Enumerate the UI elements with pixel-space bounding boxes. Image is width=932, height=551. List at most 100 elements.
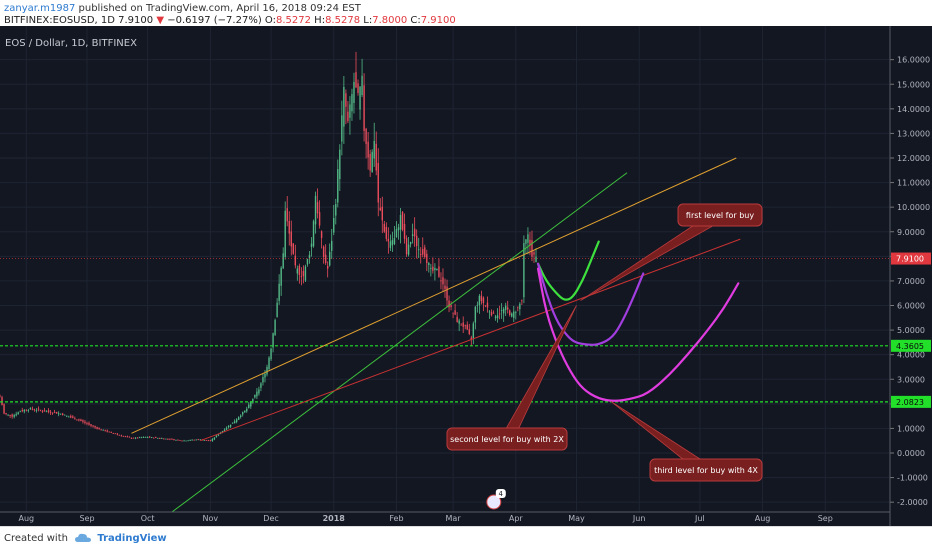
candle-body (19, 411, 21, 413)
candle-body (193, 439, 195, 441)
candle-body (5, 413, 7, 415)
x-tick-label: Feb (389, 514, 403, 523)
candle-body (383, 223, 386, 232)
candle-body (227, 425, 230, 428)
candle-body (106, 430, 108, 432)
candle-body (211, 438, 214, 442)
candle-body (82, 420, 84, 422)
author-link[interactable]: zanyar.m1987 (4, 3, 76, 14)
candle-body (150, 437, 153, 439)
candle-body (31, 408, 34, 410)
candle-body (181, 440, 183, 442)
candle-body (331, 240, 333, 251)
candle-body (217, 434, 220, 436)
y-tick-label: 5.0000 (897, 326, 925, 335)
publish-info: zanyar.m1987 published on TradingView.co… (4, 3, 361, 14)
candles-layer (0, 51, 537, 442)
candle-body (300, 276, 303, 278)
candle-body (98, 427, 100, 429)
candle-body (351, 94, 353, 112)
candle-body (270, 348, 272, 360)
high-label: H: (314, 15, 326, 26)
projection-curve (536, 262, 645, 346)
candle-body (417, 249, 420, 251)
candle-body (256, 391, 258, 397)
candle-body (296, 268, 299, 274)
candle-body (171, 438, 173, 440)
candle-body (474, 306, 477, 323)
candle-body (494, 316, 497, 319)
candle-body (357, 83, 359, 93)
y-tick-label: 13.0000 (897, 129, 930, 138)
candle-body (92, 425, 94, 427)
candle-body (191, 439, 193, 441)
candle-body (66, 415, 68, 417)
candle-body (525, 239, 527, 244)
candle-body (142, 437, 145, 438)
y-tick-label: 6.0000 (897, 302, 925, 311)
candle-body (122, 435, 125, 437)
candle-body (268, 357, 270, 369)
candle-body (515, 312, 517, 314)
x-tick-label: Aug (755, 514, 771, 523)
candle-body (478, 295, 481, 306)
candle-body (110, 432, 112, 434)
candle-body (377, 162, 379, 203)
candle-body (23, 410, 25, 412)
y-tick-label: 0.0000 (897, 449, 925, 458)
x-tick-label: Aug (18, 514, 34, 523)
candle-body (450, 305, 452, 308)
chart-title: EOS / Dollar, 1D, BITFINEX (5, 38, 137, 49)
candle-body (337, 169, 339, 203)
last-price-label: 7.9100 (896, 255, 924, 264)
candle-body (59, 413, 62, 415)
x-tick-label: 2018 (323, 514, 346, 523)
candle-body (96, 427, 98, 429)
y-tick-label: 7.0000 (897, 277, 925, 286)
chart-svg[interactable]: first level for buy second level for buy … (0, 26, 932, 526)
candle-body (88, 423, 90, 425)
candle-body (126, 436, 129, 438)
candle-body (523, 243, 525, 298)
candle-body (165, 438, 167, 440)
candle-body (11, 414, 13, 417)
candle-body (235, 419, 238, 423)
candle-body (221, 430, 224, 433)
candle-body (438, 266, 440, 277)
candle-body (173, 439, 175, 440)
candle-body (470, 337, 473, 340)
candle-body (276, 302, 278, 317)
y-tick-label: 9.0000 (897, 228, 925, 237)
candle-body (432, 266, 434, 271)
candle-body (215, 435, 218, 438)
candle-body (185, 440, 187, 442)
candle-body (128, 436, 131, 438)
callout-box (446, 427, 568, 451)
candle-body (146, 437, 149, 439)
candle-body (175, 439, 177, 441)
candle-body (409, 241, 412, 245)
candle-body (264, 373, 266, 378)
candle-body (104, 430, 106, 432)
chart-area[interactable]: first level for buy second level for buy … (0, 26, 932, 526)
candle-body (239, 415, 242, 417)
candle-body (326, 265, 329, 269)
candle-body (124, 436, 127, 438)
candle-body (231, 422, 234, 424)
change-value: −0.6197 (−7.27%) (167, 15, 262, 26)
candle-body (504, 305, 507, 310)
candle-body (347, 111, 349, 122)
open-value: 8.5272 (275, 15, 311, 26)
candle-body (314, 195, 317, 225)
high-value: 8.5278 (325, 15, 361, 26)
support-level-label: 4.3605 (896, 342, 924, 351)
candle-body (468, 329, 470, 335)
candle-body (373, 140, 375, 159)
tradingview-cloud-icon (75, 533, 92, 542)
callout-text: third level for buy with 4X (654, 466, 758, 475)
x-tick-label: Sep (79, 514, 94, 523)
y-tick-label: 4.0000 (897, 351, 925, 360)
candle-body (496, 315, 499, 319)
candle-body (130, 437, 133, 439)
tradingview-brand[interactable]: TradingView (97, 533, 167, 544)
